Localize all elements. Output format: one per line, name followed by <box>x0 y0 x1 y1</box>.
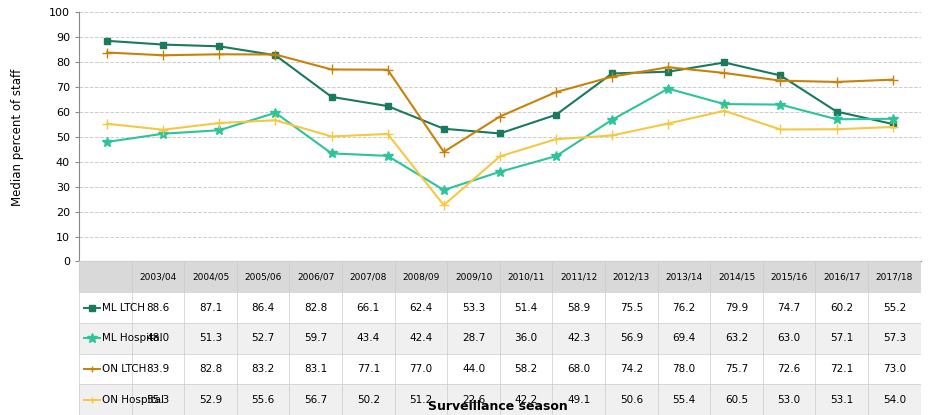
Text: 55.3: 55.3 <box>146 395 169 405</box>
Text: 79.9: 79.9 <box>725 303 749 312</box>
Text: 83.9: 83.9 <box>146 364 169 374</box>
Text: 57.3: 57.3 <box>883 333 906 343</box>
Text: 2013/14: 2013/14 <box>665 272 702 281</box>
Text: 22.6: 22.6 <box>462 395 485 405</box>
Text: 2016/17: 2016/17 <box>823 272 860 281</box>
Text: 2009/10: 2009/10 <box>455 272 492 281</box>
Text: 86.4: 86.4 <box>251 303 274 312</box>
Text: 62.4: 62.4 <box>409 303 432 312</box>
Text: ON Hospital: ON Hospital <box>102 395 165 405</box>
Text: 56.9: 56.9 <box>619 333 643 343</box>
Text: 51.4: 51.4 <box>514 303 538 312</box>
Text: 54.0: 54.0 <box>883 395 906 405</box>
Text: 82.8: 82.8 <box>304 303 327 312</box>
Text: 53.1: 53.1 <box>830 395 854 405</box>
Text: 2011/12: 2011/12 <box>560 272 597 281</box>
Text: 55.2: 55.2 <box>883 303 906 312</box>
Text: 44.0: 44.0 <box>462 364 485 374</box>
Text: 55.4: 55.4 <box>672 395 696 405</box>
Text: 72.1: 72.1 <box>830 364 854 374</box>
Bar <box>79 261 921 292</box>
Text: ML Hospital: ML Hospital <box>102 333 163 343</box>
Text: 43.4: 43.4 <box>357 333 380 343</box>
Text: 75.7: 75.7 <box>725 364 749 374</box>
Text: 2010/11: 2010/11 <box>508 272 545 281</box>
Text: 66.1: 66.1 <box>357 303 380 312</box>
Text: 63.2: 63.2 <box>725 333 749 343</box>
Text: 73.0: 73.0 <box>883 364 906 374</box>
Text: 77.1: 77.1 <box>357 364 380 374</box>
Y-axis label: Median percent of staff: Median percent of staff <box>11 68 24 205</box>
Text: 2014/15: 2014/15 <box>718 272 755 281</box>
Text: 48.0: 48.0 <box>146 333 169 343</box>
Text: 2006/07: 2006/07 <box>297 272 335 281</box>
Text: 53.0: 53.0 <box>777 395 801 405</box>
Text: 51.2: 51.2 <box>409 395 432 405</box>
Text: 59.7: 59.7 <box>304 333 327 343</box>
Bar <box>79 354 921 384</box>
Text: 78.0: 78.0 <box>672 364 696 374</box>
Text: 28.7: 28.7 <box>462 333 485 343</box>
Text: 2004/05: 2004/05 <box>192 272 229 281</box>
Text: 83.1: 83.1 <box>304 364 327 374</box>
Text: 42.4: 42.4 <box>409 333 432 343</box>
Text: 57.1: 57.1 <box>830 333 854 343</box>
Text: Surveillance season: Surveillance season <box>428 400 567 413</box>
Text: 52.9: 52.9 <box>199 395 222 405</box>
Text: 36.0: 36.0 <box>514 333 538 343</box>
Text: 50.2: 50.2 <box>357 395 380 405</box>
Text: 2015/16: 2015/16 <box>770 272 808 281</box>
Text: 2017/18: 2017/18 <box>876 272 913 281</box>
Text: 49.1: 49.1 <box>567 395 591 405</box>
Text: 58.9: 58.9 <box>567 303 591 312</box>
Bar <box>79 292 921 323</box>
Bar <box>79 384 921 415</box>
Text: 69.4: 69.4 <box>672 333 696 343</box>
Text: 50.6: 50.6 <box>619 395 643 405</box>
Text: 2003/04: 2003/04 <box>140 272 177 281</box>
Bar <box>79 323 921 354</box>
Text: 56.7: 56.7 <box>304 395 327 405</box>
Text: 58.2: 58.2 <box>514 364 538 374</box>
Text: 83.2: 83.2 <box>251 364 274 374</box>
Text: 82.8: 82.8 <box>199 364 222 374</box>
Text: 60.5: 60.5 <box>725 395 748 405</box>
Text: 55.6: 55.6 <box>251 395 274 405</box>
Text: 76.2: 76.2 <box>672 303 696 312</box>
Text: ML LTCH: ML LTCH <box>102 303 145 312</box>
Text: 2007/08: 2007/08 <box>350 272 387 281</box>
Text: 87.1: 87.1 <box>199 303 222 312</box>
Text: 63.0: 63.0 <box>777 333 801 343</box>
Text: 68.0: 68.0 <box>567 364 591 374</box>
Text: 74.2: 74.2 <box>619 364 643 374</box>
Text: 72.6: 72.6 <box>777 364 801 374</box>
Text: ON LTCH: ON LTCH <box>102 364 147 374</box>
Text: 74.7: 74.7 <box>777 303 801 312</box>
Text: 2012/13: 2012/13 <box>613 272 650 281</box>
Text: 42.3: 42.3 <box>567 333 591 343</box>
Text: 77.0: 77.0 <box>409 364 432 374</box>
Text: 51.3: 51.3 <box>199 333 222 343</box>
Text: 2008/09: 2008/09 <box>403 272 440 281</box>
Text: 2005/06: 2005/06 <box>245 272 282 281</box>
Text: 60.2: 60.2 <box>830 303 854 312</box>
Text: 52.7: 52.7 <box>251 333 274 343</box>
Text: 88.6: 88.6 <box>146 303 169 312</box>
Text: 75.5: 75.5 <box>619 303 643 312</box>
Text: 42.2: 42.2 <box>514 395 538 405</box>
Text: 53.3: 53.3 <box>462 303 485 312</box>
